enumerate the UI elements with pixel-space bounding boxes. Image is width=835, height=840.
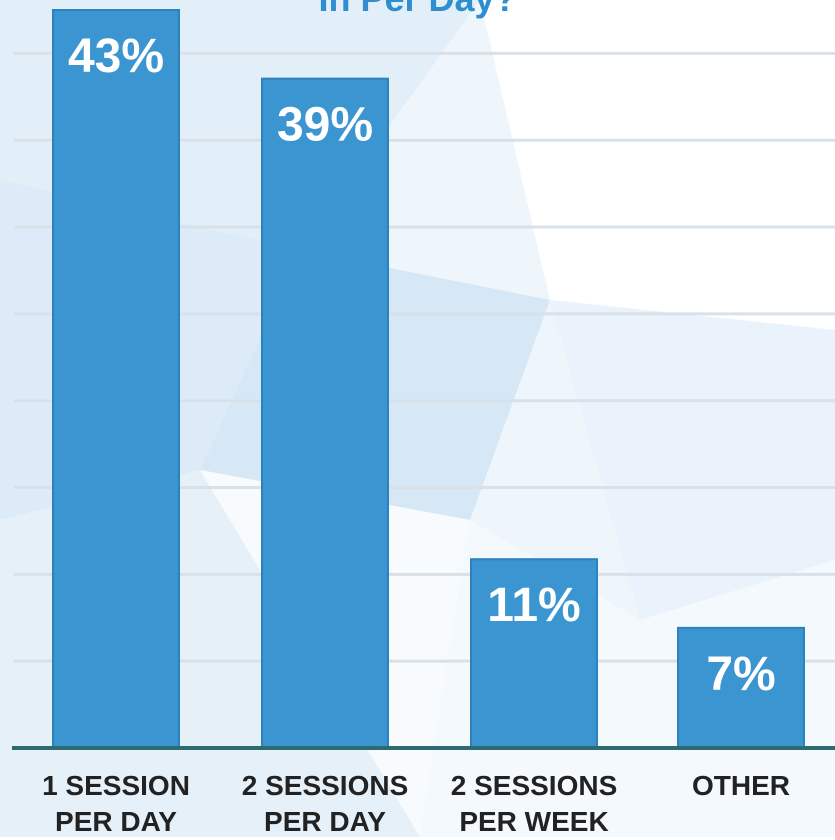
data-label: 39% [277, 99, 373, 152]
category-label-line: 1 SESSION [42, 770, 190, 801]
bar [470, 558, 598, 749]
category-label: 1 SESSION PER DAY [16, 768, 216, 840]
category-label: 2 SESSIONS PER DAY [225, 768, 425, 840]
chart-title: In Per Day? [0, 0, 835, 20]
category-label-line: PER DAY [264, 806, 386, 837]
bar [52, 9, 180, 749]
category-label: 2 SESSIONS PER WEEK [434, 768, 634, 840]
category-label-line: OTHER [692, 770, 790, 801]
category-label: OTHER [641, 768, 835, 804]
category-label-line: PER WEEK [459, 806, 609, 837]
category-label-line: 2 SESSIONS [241, 770, 409, 801]
bar [677, 626, 805, 750]
data-label: 7% [706, 648, 775, 701]
category-label-line: 2 SESSIONS [450, 770, 618, 801]
data-label: 11% [487, 579, 580, 632]
category-label-line: PER DAY [55, 806, 177, 837]
bar [261, 77, 389, 749]
data-label: 43% [68, 30, 164, 83]
bars: 43% 39% 11% 7% [52, 9, 805, 750]
